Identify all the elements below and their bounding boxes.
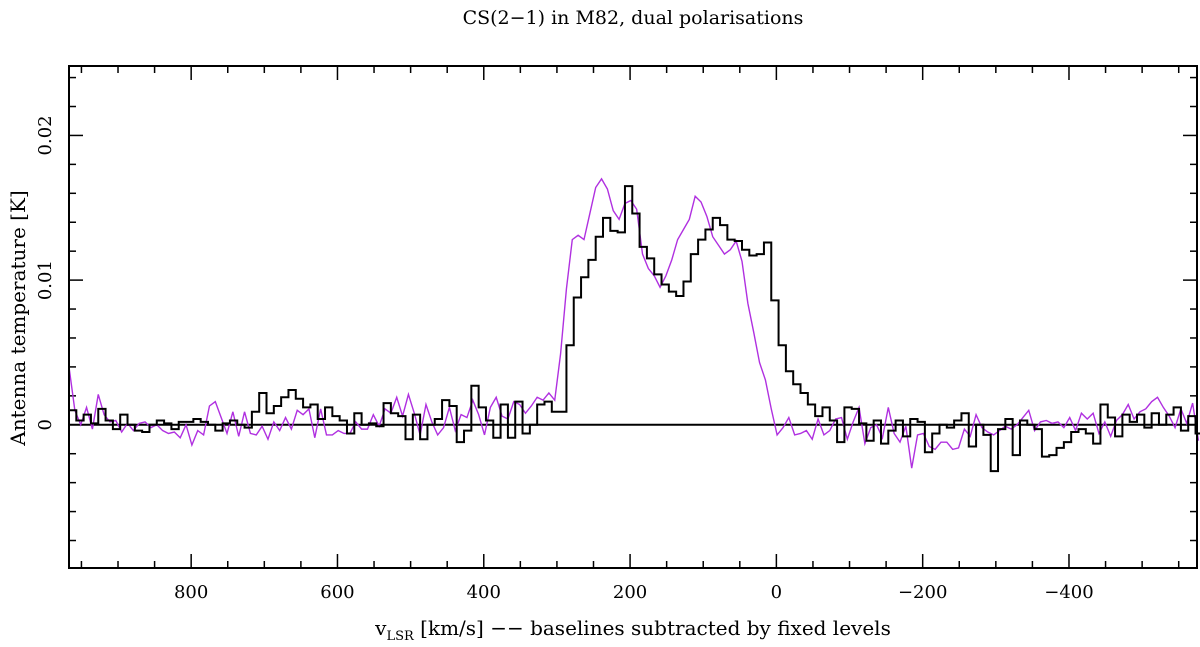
x-tick-label: 600 [320, 582, 354, 603]
x-tick-label: 400 [467, 582, 501, 603]
x-tick-label: −200 [898, 582, 947, 603]
x-tick-label: 200 [613, 582, 647, 603]
axis-ticks [69, 66, 1197, 568]
x-tick-label: −400 [1044, 582, 1093, 603]
y-axis-label: Antenna temperature [K] [6, 190, 30, 446]
x-tick-label: 0 [771, 582, 782, 603]
plot-area: 800 600 400 200 0 −200 −400 0 0.01 0.02 [35, 65, 1200, 603]
y-tick-label: 0.01 [35, 260, 56, 300]
tick-labels: 800 600 400 200 0 −200 −400 0 0.01 0.02 [35, 115, 1094, 603]
plot-frame [68, 65, 1198, 569]
x-tick-label: 800 [174, 582, 208, 603]
y-tick-label: 0 [35, 419, 56, 430]
series-polarisation-a-histogram [69, 185, 1200, 473]
x-axis-label: vLSR [km/s] −− baselines subtracted by f… [374, 616, 891, 644]
series-polarisation-b-line [68, 177, 1200, 469]
x-axis-label-main: v [374, 616, 387, 640]
chart-title: CS(2−1) in M82, dual polarisations [463, 7, 804, 29]
x-axis-label-subscript: LSR [386, 629, 415, 644]
y-tick-label: 0.02 [35, 115, 56, 155]
x-axis-label-rest: [km/s] −− baselines subtracted by fixed … [414, 616, 891, 640]
